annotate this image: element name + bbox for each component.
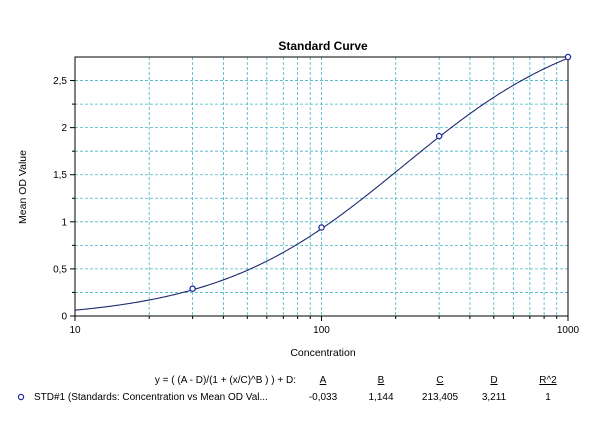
axis-ticks: 10 100 1000 0 0,5 1 1,5 2 2,5 (53, 76, 579, 336)
data-point (189, 285, 196, 292)
param-header: C (436, 375, 443, 386)
x-tick-label: 1000 (557, 325, 580, 336)
grid (74, 57, 568, 317)
legend-label: STD#1 (Standards: Concentration vs Mean … (34, 392, 268, 403)
param-header: B (378, 375, 385, 386)
param-value: 1 (545, 392, 551, 403)
y-tick-label: 0,5 (53, 264, 67, 275)
data-point (435, 132, 443, 140)
x-tick-label: 100 (313, 325, 330, 336)
legend-marker (17, 393, 25, 401)
chart-title: Standard Curve (278, 39, 368, 53)
param-value: 1,144 (368, 392, 393, 403)
param-value: 3,211 (482, 392, 507, 403)
y-tick-label: 2 (61, 123, 67, 134)
param-value: -0,033 (309, 392, 338, 403)
data-point (318, 224, 325, 231)
y-tick-label: 1 (61, 217, 67, 228)
y-axis-label: Mean OD Value (17, 150, 29, 224)
param-header: A (320, 375, 327, 386)
data-point (564, 53, 572, 61)
x-axis-label: Concentration (290, 347, 356, 359)
y-tick-label: 1,5 (53, 170, 67, 181)
param-value: 213,405 (422, 392, 459, 403)
param-header: D (490, 375, 497, 386)
fit-parameters: A B C D R^2 -0,033 1,144 213,405 3,211 1 (309, 375, 557, 403)
fit-equation: y = ( (A - D)/(1 + (x/C)^B ) ) + D: (155, 375, 296, 386)
data-points (189, 53, 572, 292)
param-header: R^2 (539, 375, 557, 386)
y-tick-label: 2,5 (53, 76, 67, 87)
x-tick-label: 10 (69, 325, 81, 336)
y-tick-label: 0 (61, 312, 67, 323)
